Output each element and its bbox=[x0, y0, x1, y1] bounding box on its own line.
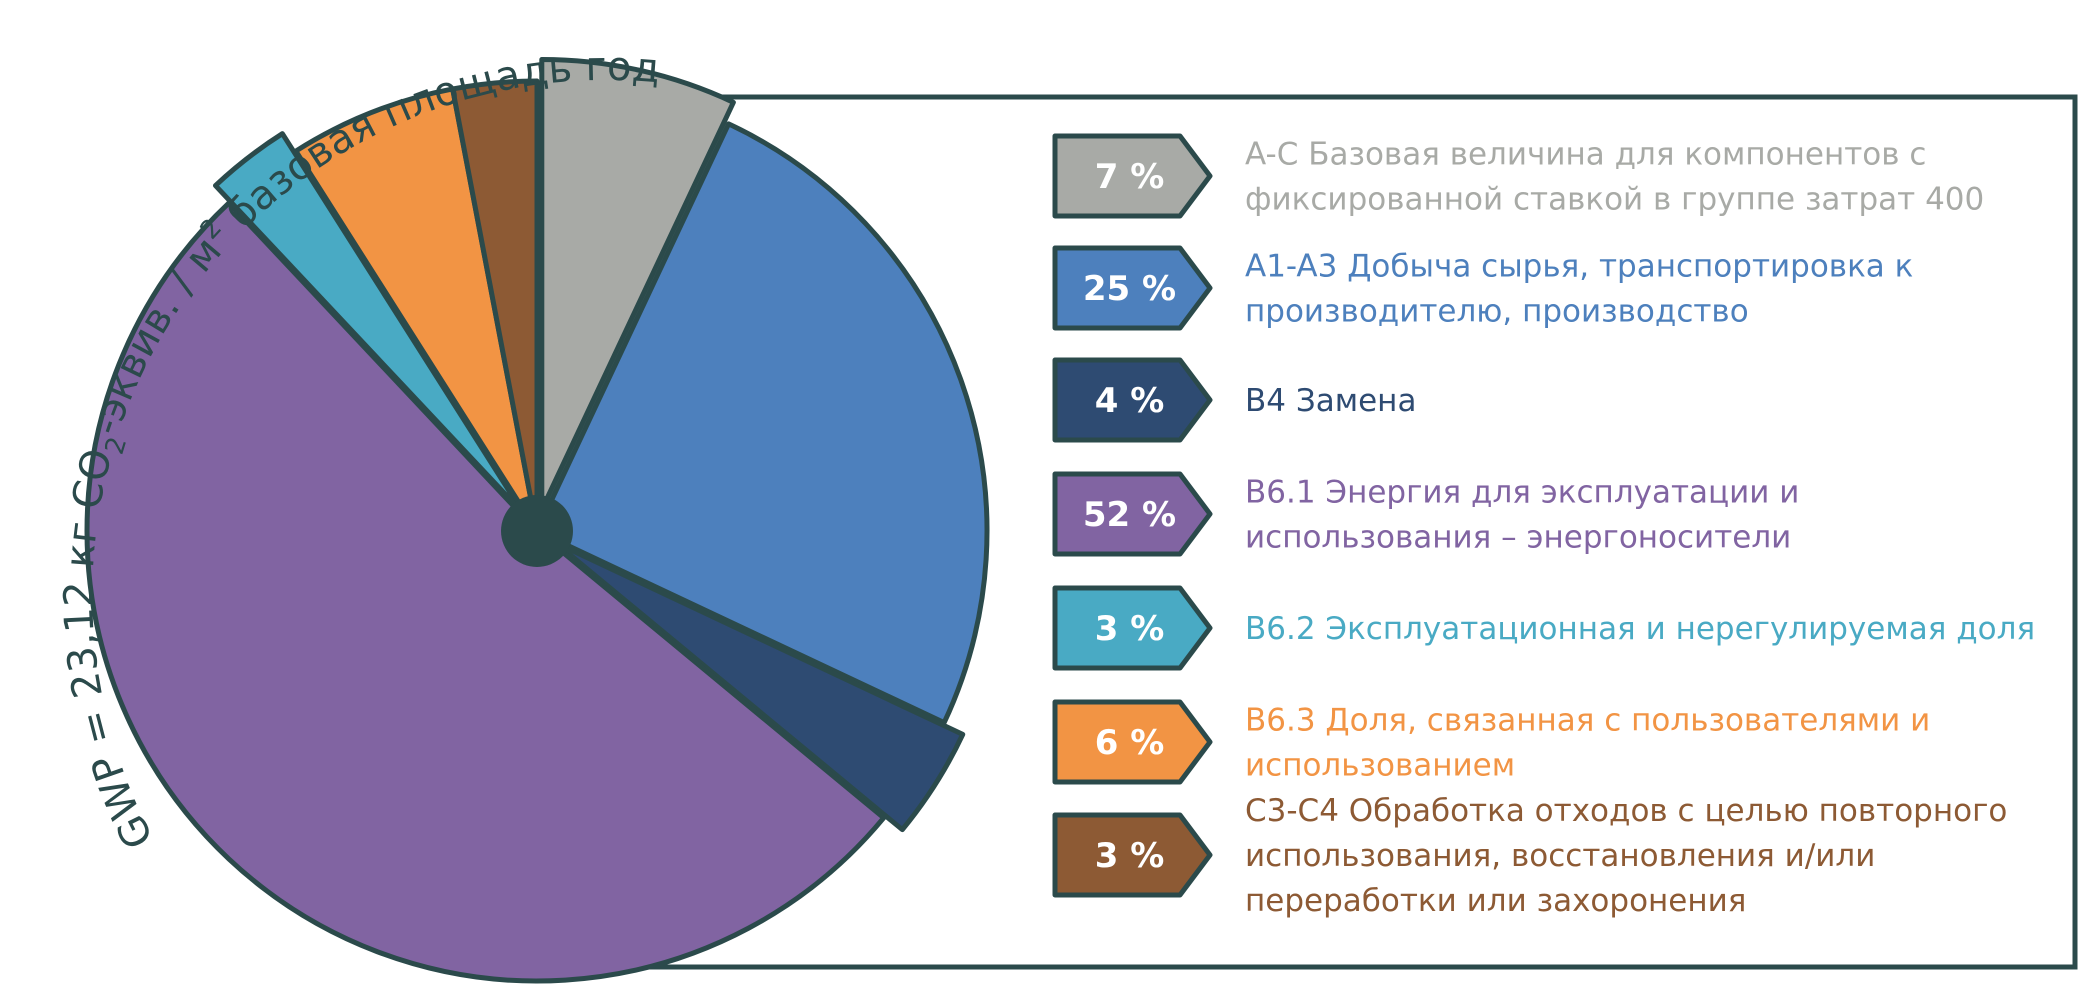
legend-text-b61-line-1: B6.1 Энергия для эксплуатации и bbox=[1245, 475, 1799, 511]
legend-badge-a1a3 bbox=[1052, 245, 1213, 331]
pie-slice-c3c4 bbox=[450, 78, 540, 534]
legend-badge-b62 bbox=[1052, 585, 1213, 671]
legend-badge-label-b62: 3 % bbox=[1095, 609, 1165, 649]
legend-badge-c3c4 bbox=[1052, 812, 1213, 898]
legend-item-ac: 7 % A-C Базовая величина для компонентов … bbox=[1052, 133, 1984, 219]
legend-text-b62-line-1: B6.2 Эксплуатационная и нерегулируемая д… bbox=[1245, 611, 2035, 647]
legend-badge-label-b61: 52 % bbox=[1083, 495, 1176, 535]
legend-badge-label-ac: 7 % bbox=[1095, 157, 1165, 197]
legend-text-ac-line-1: A-C Базовая величина для компонентов с bbox=[1245, 137, 1926, 173]
pie-slice-b63 bbox=[293, 86, 540, 534]
legend-badge-label-b4: 4 % bbox=[1095, 381, 1165, 421]
legend-text-ac-line-2: фиксированной ставкой в группе затрат 40… bbox=[1245, 182, 1984, 218]
pie-slice-b62 bbox=[212, 131, 527, 517]
legend-text-b63-line-1: B6.3 Доля, связанная с пользователями и bbox=[1245, 703, 1930, 739]
legend-badge-label-b63: 6 % bbox=[1095, 723, 1165, 763]
legend-badge-label-a1a3: 25 % bbox=[1083, 269, 1176, 309]
legend-item-c3c4: 3 % C3-C4 Обработка отходов с целью повто… bbox=[1052, 793, 2007, 919]
legend-text-c3c4-line-3: переработки или захоронения bbox=[1245, 883, 1746, 919]
pie-hub bbox=[501, 495, 573, 567]
pie-slices bbox=[84, 57, 990, 984]
legend-text-b4-line-1: B4 Замена bbox=[1245, 383, 1416, 419]
legend-badge-b61 bbox=[1052, 471, 1213, 557]
pie-slice-b61 bbox=[84, 200, 887, 984]
legend-text-a1a3-line-1: A1-A3 Добыча сырья, транспортировка к bbox=[1245, 249, 1913, 285]
legend-badge-b63 bbox=[1052, 699, 1213, 785]
legend-item-b61: 52 % B6.1 Энергия для эксплуатации и испол… bbox=[1052, 471, 1799, 557]
legend-item-b4: 4 % B4 Замена bbox=[1052, 357, 1416, 443]
pie-slice-ac bbox=[539, 57, 736, 513]
legend-item-a1a3: 25 % A1-A3 Добыча сырья, транспортировка … bbox=[1052, 245, 1913, 331]
legend-text-b61-line-2: использования – энергоносители bbox=[1245, 520, 1791, 556]
legend-text-c3c4-line-1: C3-C4 Обработка отходов с целью повторно… bbox=[1245, 793, 2007, 829]
legend-badge-ac bbox=[1052, 133, 1213, 219]
legend-text-c3c4-line-2: использования, восстановления и/или bbox=[1245, 838, 1875, 874]
pie-slice-b4 bbox=[553, 540, 966, 833]
legend-badge-b4 bbox=[1052, 357, 1213, 443]
legend-item-b63: 6 % B6.3 Доля, связанная с пользователями… bbox=[1052, 699, 1930, 785]
legend: 7 % A-C Базовая величина для компонентов … bbox=[1052, 133, 2035, 919]
legend-badge-label-c3c4: 3 % bbox=[1095, 836, 1165, 876]
pie-slice-a1a3 bbox=[534, 121, 990, 726]
legend-text-b63-line-2: использованием bbox=[1245, 748, 1515, 784]
legend-text-a1a3-line-2: производителю, производство bbox=[1245, 294, 1749, 330]
legend-item-b62: 3 % B6.2 Эксплуатационная и нерегулируема… bbox=[1052, 585, 2035, 671]
